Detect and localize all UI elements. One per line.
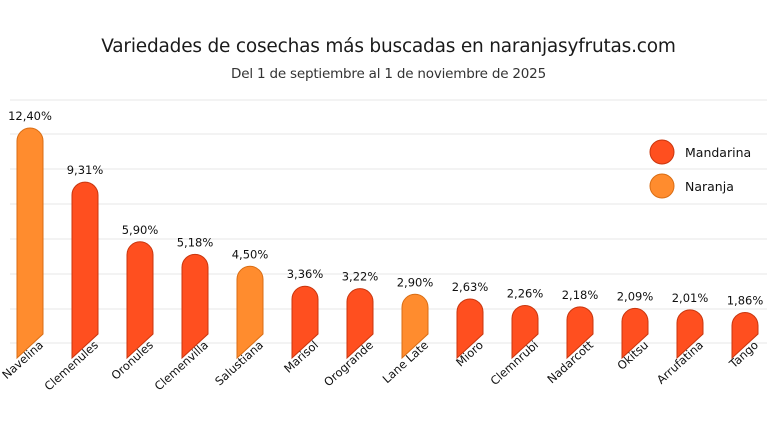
value-label: 2,90% xyxy=(397,275,434,289)
value-labels: 12,40% 9,31% 5,90% 5,18% 4,50% 3,36% 3,22% 2,90… xyxy=(8,109,763,307)
value-label: 2,01% xyxy=(672,291,709,305)
value-label: 12,40% xyxy=(8,109,52,123)
bar-clemnrubi xyxy=(511,304,539,360)
bar-nadarcott xyxy=(566,306,594,360)
bar-orogrande xyxy=(346,288,374,360)
gridlines xyxy=(10,99,767,344)
bar-lane-late xyxy=(401,293,429,360)
bar-arrufatina xyxy=(676,309,704,360)
value-label: 5,18% xyxy=(177,235,214,249)
bar-clemenules xyxy=(71,181,99,360)
legend-label-naranja: Naranja xyxy=(685,179,734,194)
chart-subtitle: Del 1 de septiembre al 1 de noviembre de… xyxy=(231,66,546,82)
value-label: 4,50% xyxy=(232,247,269,261)
legend-swatch-naranja xyxy=(649,173,675,199)
bar-marisol xyxy=(291,285,319,360)
value-label: 2,09% xyxy=(617,289,654,303)
value-label: 3,22% xyxy=(342,270,379,284)
bar-salustiana xyxy=(236,265,264,360)
bars xyxy=(16,127,759,360)
bar-okitsu xyxy=(621,307,649,360)
chart-title: Variedades de cosechas más buscadas en n… xyxy=(101,36,676,57)
value-label: 2,26% xyxy=(507,286,544,300)
legend-swatch-mandarina xyxy=(649,139,675,165)
bar-navelina xyxy=(16,127,44,360)
value-label: 3,36% xyxy=(287,267,324,281)
value-label: 9,31% xyxy=(67,163,104,177)
bar-mioro xyxy=(456,298,484,360)
value-label: 2,63% xyxy=(452,280,489,294)
legend-label-mandarina: Mandarina xyxy=(685,145,751,160)
value-label: 2,18% xyxy=(562,288,599,302)
category-label: Clemenules xyxy=(42,338,101,394)
legend: Mandarina Naranja xyxy=(649,139,751,199)
bar-clemenvilla xyxy=(181,253,209,360)
bar-tango xyxy=(731,311,759,360)
bar-oronules xyxy=(126,241,154,360)
value-label: 1,86% xyxy=(727,293,764,307)
value-label: 5,90% xyxy=(122,223,159,237)
category-label: Clemenvilla xyxy=(152,338,211,393)
